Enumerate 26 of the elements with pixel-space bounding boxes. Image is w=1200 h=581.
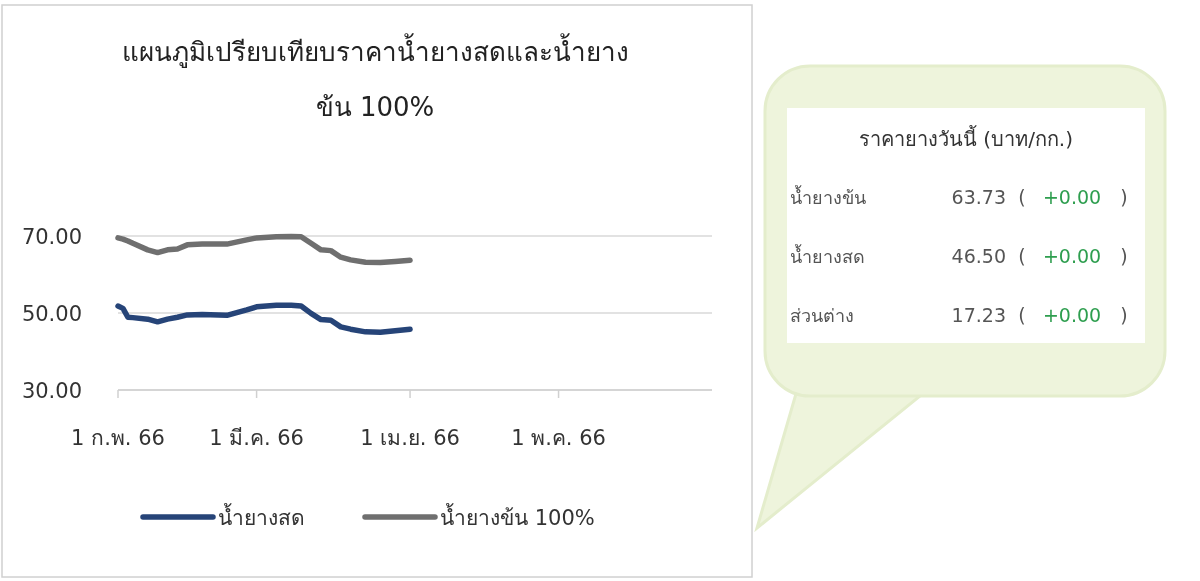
text: +0.00 — [1042, 245, 1102, 267]
y-tick-label: 50.00 — [21, 302, 82, 326]
text: ( — [1018, 245, 1026, 267]
text: +0.00 — [1042, 304, 1102, 326]
chart-title: แผนภูมิเปรียบเทียบราคาน้ำยางสดและน้ำยางข้น 100% — [120, 32, 630, 124]
text: 63.73 — [951, 186, 1006, 208]
y-tick-label: 70.00 — [21, 225, 82, 249]
legend-label: น้ำยางสด — [218, 503, 305, 530]
x-tick-label: 1 ก.พ. 66 — [71, 426, 165, 450]
y-tick-label: 30.00 — [21, 379, 82, 403]
text: ส่วนต่าง — [790, 305, 854, 326]
text: ) — [1120, 186, 1128, 208]
text: ) — [1120, 245, 1128, 267]
text: ราคายางวันนี้ (บาท/กก.) — [858, 125, 1074, 151]
text: ( — [1018, 186, 1026, 208]
x-tick-label: 1 เม.ย. 66 — [360, 426, 460, 450]
text: 46.50 — [951, 245, 1006, 267]
legend-label: น้ำยางข้น 100% — [440, 503, 595, 530]
text: น้ำยางข้น — [790, 185, 866, 208]
text: +0.00 — [1042, 186, 1102, 208]
x-tick-label: 1 พ.ค. 66 — [511, 426, 606, 450]
text: 17.23 — [951, 304, 1006, 326]
text: ) — [1120, 304, 1128, 326]
text: น้ำยางสด — [790, 244, 865, 267]
text: ( — [1018, 304, 1026, 326]
x-tick-label: 1 มี.ค. 66 — [209, 426, 304, 450]
